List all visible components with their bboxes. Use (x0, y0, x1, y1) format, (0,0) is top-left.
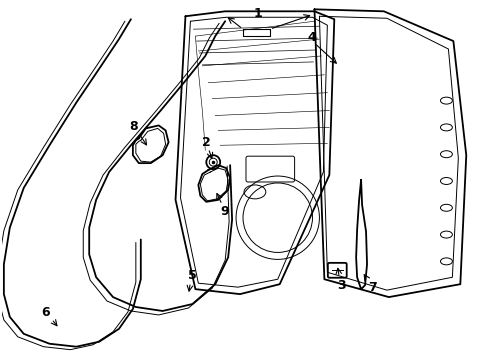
Text: 7: 7 (367, 281, 376, 294)
Text: 6: 6 (41, 306, 50, 319)
Text: 8: 8 (129, 120, 138, 133)
Text: 2: 2 (202, 136, 210, 149)
Text: 1: 1 (253, 7, 262, 20)
Text: 4: 4 (306, 31, 315, 44)
Text: 9: 9 (221, 205, 229, 218)
Text: 5: 5 (188, 269, 196, 282)
Text: 3: 3 (336, 279, 345, 292)
